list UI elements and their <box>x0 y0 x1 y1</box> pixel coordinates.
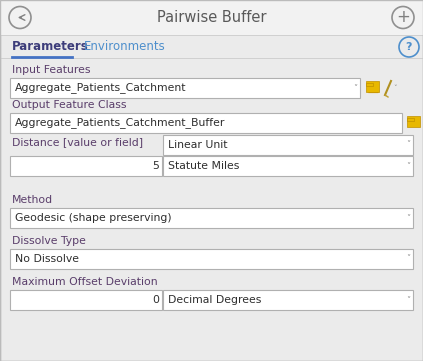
FancyBboxPatch shape <box>10 290 162 310</box>
Text: No Dissolve: No Dissolve <box>15 254 79 264</box>
Text: Input Features: Input Features <box>12 65 91 75</box>
FancyBboxPatch shape <box>10 113 402 133</box>
Text: 0: 0 <box>152 295 159 305</box>
Text: ?: ? <box>406 42 412 52</box>
Text: ˅: ˅ <box>406 255 410 264</box>
FancyBboxPatch shape <box>163 135 413 155</box>
FancyBboxPatch shape <box>407 116 420 127</box>
Text: Aggregate_Patients_Catchment_Buffer: Aggregate_Patients_Catchment_Buffer <box>15 118 225 129</box>
Text: ⊞: ⊞ <box>367 81 379 96</box>
Text: Output Feature Class: Output Feature Class <box>12 100 126 110</box>
Text: ˅: ˅ <box>353 83 357 92</box>
FancyBboxPatch shape <box>366 83 373 86</box>
FancyBboxPatch shape <box>10 208 413 228</box>
Text: Pairwise Buffer: Pairwise Buffer <box>157 10 266 25</box>
Text: 5: 5 <box>152 161 159 171</box>
Text: ˅: ˅ <box>406 213 410 222</box>
FancyBboxPatch shape <box>407 118 414 121</box>
Text: ˅: ˅ <box>406 140 410 149</box>
Text: Geodesic (shape preserving): Geodesic (shape preserving) <box>15 213 172 223</box>
FancyBboxPatch shape <box>10 156 162 176</box>
Text: Parameters: Parameters <box>12 40 89 53</box>
Text: Statute Miles: Statute Miles <box>168 161 239 171</box>
Text: Environments: Environments <box>84 40 166 53</box>
Text: ˅: ˅ <box>393 85 397 91</box>
Text: Decimal Degrees: Decimal Degrees <box>168 295 261 305</box>
Text: +: + <box>396 9 410 26</box>
Text: Maximum Offset Deviation: Maximum Offset Deviation <box>12 277 158 287</box>
Text: Linear Unit: Linear Unit <box>168 140 228 150</box>
FancyBboxPatch shape <box>366 81 379 92</box>
FancyBboxPatch shape <box>163 290 413 310</box>
FancyBboxPatch shape <box>0 0 423 35</box>
Text: Method: Method <box>12 195 53 205</box>
Text: Aggregate_Patients_Catchment: Aggregate_Patients_Catchment <box>15 83 187 93</box>
Text: Dissolve Type: Dissolve Type <box>12 236 86 246</box>
Text: Distance [value or field]: Distance [value or field] <box>12 137 143 147</box>
Text: ˅: ˅ <box>406 296 410 304</box>
Text: ˅: ˅ <box>406 161 410 170</box>
FancyBboxPatch shape <box>163 156 413 176</box>
FancyBboxPatch shape <box>10 78 360 98</box>
FancyBboxPatch shape <box>10 249 413 269</box>
